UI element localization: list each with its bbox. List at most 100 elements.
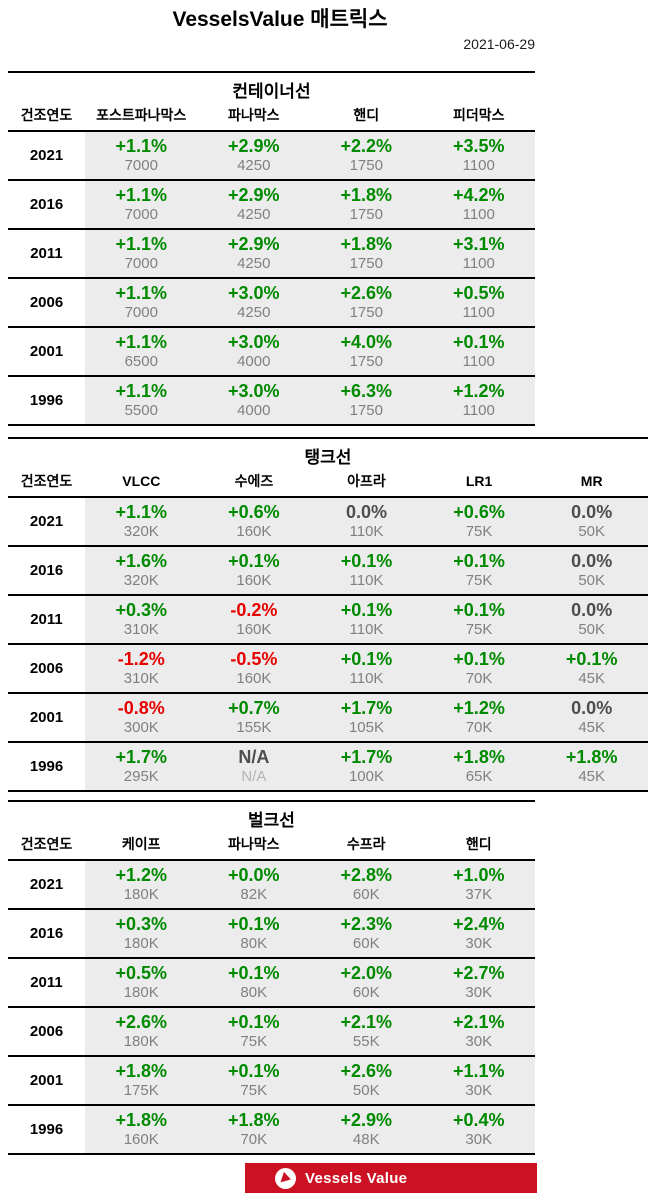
data-cell: +1.8% 70K <box>197 1105 310 1154</box>
year-column-header: 건조연도 <box>8 469 85 498</box>
percent-change: +2.9% <box>227 136 280 156</box>
base-value: 160K <box>236 523 272 540</box>
data-cell: +1.7% 295K <box>85 742 198 791</box>
table-row: 2006 +2.6% 180K +0.1% 75K +2.1% 55K +2.1% 30K <box>8 1007 535 1056</box>
data-cell: +0.3% 180K <box>85 909 198 958</box>
data-cell: +0.1% 70K <box>422 644 536 693</box>
data-cell: +1.2% 70K <box>422 693 536 742</box>
sail-play-icon <box>275 1167 296 1189</box>
data-cell: +0.7% 155K <box>197 693 311 742</box>
base-value: 55K <box>352 1033 380 1050</box>
base-value: 180K <box>123 886 159 903</box>
base-value: 75K <box>465 621 493 638</box>
matrix-table-tankers: 탱크선 건조연도 VLCC 수에즈 아프라 LR1 MR 2021 +1.1% 320K +0.6%… <box>8 437 648 792</box>
base-value: 30K <box>465 984 493 1001</box>
year-cell: 1996 <box>8 376 85 425</box>
data-cell: +2.0% 60K <box>310 958 423 1007</box>
base-value: 1750 <box>349 157 383 174</box>
table-row: 2006 +1.1% 7000 +3.0% 4250 +2.6% 1750 +0.5% 1100 <box>8 278 535 327</box>
data-cell: N/A N/A <box>197 742 311 791</box>
base-value: 45K <box>578 719 606 736</box>
data-cell: +2.3% 60K <box>310 909 423 958</box>
percent-change: +2.7% <box>452 963 505 983</box>
table-row: 2011 +0.3% 310K -0.2% 160K +0.1% 110K +0.1% 75K 0… <box>8 595 648 644</box>
percent-change: +1.1% <box>115 502 168 522</box>
data-cell: 0.0% 45K <box>535 693 648 742</box>
data-cell: +2.7% 30K <box>422 958 535 1007</box>
base-value: 180K <box>123 1033 159 1050</box>
base-value: 7000 <box>124 255 158 272</box>
percent-change: +4.2% <box>452 185 505 205</box>
base-value: 7000 <box>124 304 158 321</box>
base-value: 4000 <box>237 353 271 370</box>
base-value: 320K <box>123 572 159 589</box>
column-header-container-ships-1: 파나막스 <box>197 103 310 132</box>
base-value: 1750 <box>349 304 383 321</box>
base-value: 70K <box>240 1131 268 1148</box>
base-value: 60K <box>352 935 380 952</box>
percent-change: 0.0% <box>345 502 387 522</box>
year-cell: 2016 <box>8 180 85 229</box>
percent-change: +2.9% <box>340 1110 393 1130</box>
percent-change: -0.5% <box>230 649 278 669</box>
percent-change: +1.1% <box>115 136 168 156</box>
percent-change: +1.1% <box>452 1061 505 1081</box>
percent-change: 0.0% <box>571 698 613 718</box>
base-value: 155K <box>236 719 272 736</box>
base-value: 60K <box>352 886 380 903</box>
section-title-bulkers: 벌크선 <box>8 800 535 832</box>
base-value: 75K <box>465 523 493 540</box>
percent-change: +1.1% <box>115 185 168 205</box>
base-value: 4250 <box>237 304 271 321</box>
data-cell: +2.6% 50K <box>310 1056 423 1105</box>
base-value: 105K <box>348 719 384 736</box>
base-value: 1750 <box>349 255 383 272</box>
data-cell: +0.1% 160K <box>197 546 311 595</box>
percent-change: +2.3% <box>340 914 393 934</box>
data-cell: -1.2% 310K <box>85 644 198 693</box>
percent-change: +0.1% <box>453 551 505 571</box>
data-cell: +2.2% 1750 <box>310 131 423 180</box>
column-header-tankers-2: 아프라 <box>310 469 423 498</box>
brand-name: Vessels Value <box>305 1169 408 1187</box>
data-cell: +0.5% 1100 <box>422 278 535 327</box>
data-cell: +1.1% 7000 <box>85 131 198 180</box>
data-cell: +1.1% 320K <box>85 497 198 546</box>
data-cell: +2.6% 180K <box>85 1007 198 1056</box>
percent-change: +0.3% <box>115 600 168 620</box>
column-header-bulkers-3: 핸디 <box>422 832 535 861</box>
percent-change: +2.1% <box>452 1012 505 1032</box>
data-cell: +2.9% 4250 <box>197 180 310 229</box>
data-cell: -0.8% 300K <box>85 693 198 742</box>
year-cell: 2016 <box>8 909 85 958</box>
data-cell: 0.0% 50K <box>535 497 648 546</box>
column-header-bulkers-1: 파나막스 <box>197 832 310 861</box>
data-cell: +0.4% 30K <box>422 1105 535 1154</box>
percent-change: 0.0% <box>571 600 613 620</box>
year-column-header: 건조연도 <box>8 103 85 132</box>
percent-change: +1.0% <box>452 865 505 885</box>
table-row: 2016 +0.3% 180K +0.1% 80K +2.3% 60K +2.4% 30K <box>8 909 535 958</box>
data-cell: +1.2% 1100 <box>422 376 535 425</box>
data-cell: +1.8% 1750 <box>310 180 423 229</box>
column-header-bulkers-2: 수프라 <box>310 832 423 861</box>
percent-change: +1.8% <box>453 747 505 767</box>
percent-change: +3.1% <box>452 234 505 254</box>
brand-banner: Vessels Value <box>245 1163 537 1193</box>
percent-change: +1.1% <box>115 381 168 401</box>
base-value: 75K <box>240 1033 268 1050</box>
percent-change: +0.1% <box>340 600 393 620</box>
percent-change: +1.1% <box>115 332 168 352</box>
base-value: 1750 <box>349 353 383 370</box>
data-cell: +2.9% 48K <box>310 1105 423 1154</box>
base-value: 37K <box>465 886 493 903</box>
data-cell: +1.8% 1750 <box>310 229 423 278</box>
data-cell: +0.6% 75K <box>422 497 536 546</box>
percent-change: +1.1% <box>115 234 168 254</box>
matrix-table-bulkers: 벌크선 건조연도 케이프 파나막스 수프라 핸디 2021 +1.2% 180K +0.0% 82K… <box>8 800 535 1155</box>
year-cell: 2006 <box>8 278 85 327</box>
percent-change: +4.0% <box>340 332 393 352</box>
base-value: 30K <box>465 1033 493 1050</box>
percent-change: +1.6% <box>115 551 168 571</box>
year-cell: 1996 <box>8 1105 85 1154</box>
